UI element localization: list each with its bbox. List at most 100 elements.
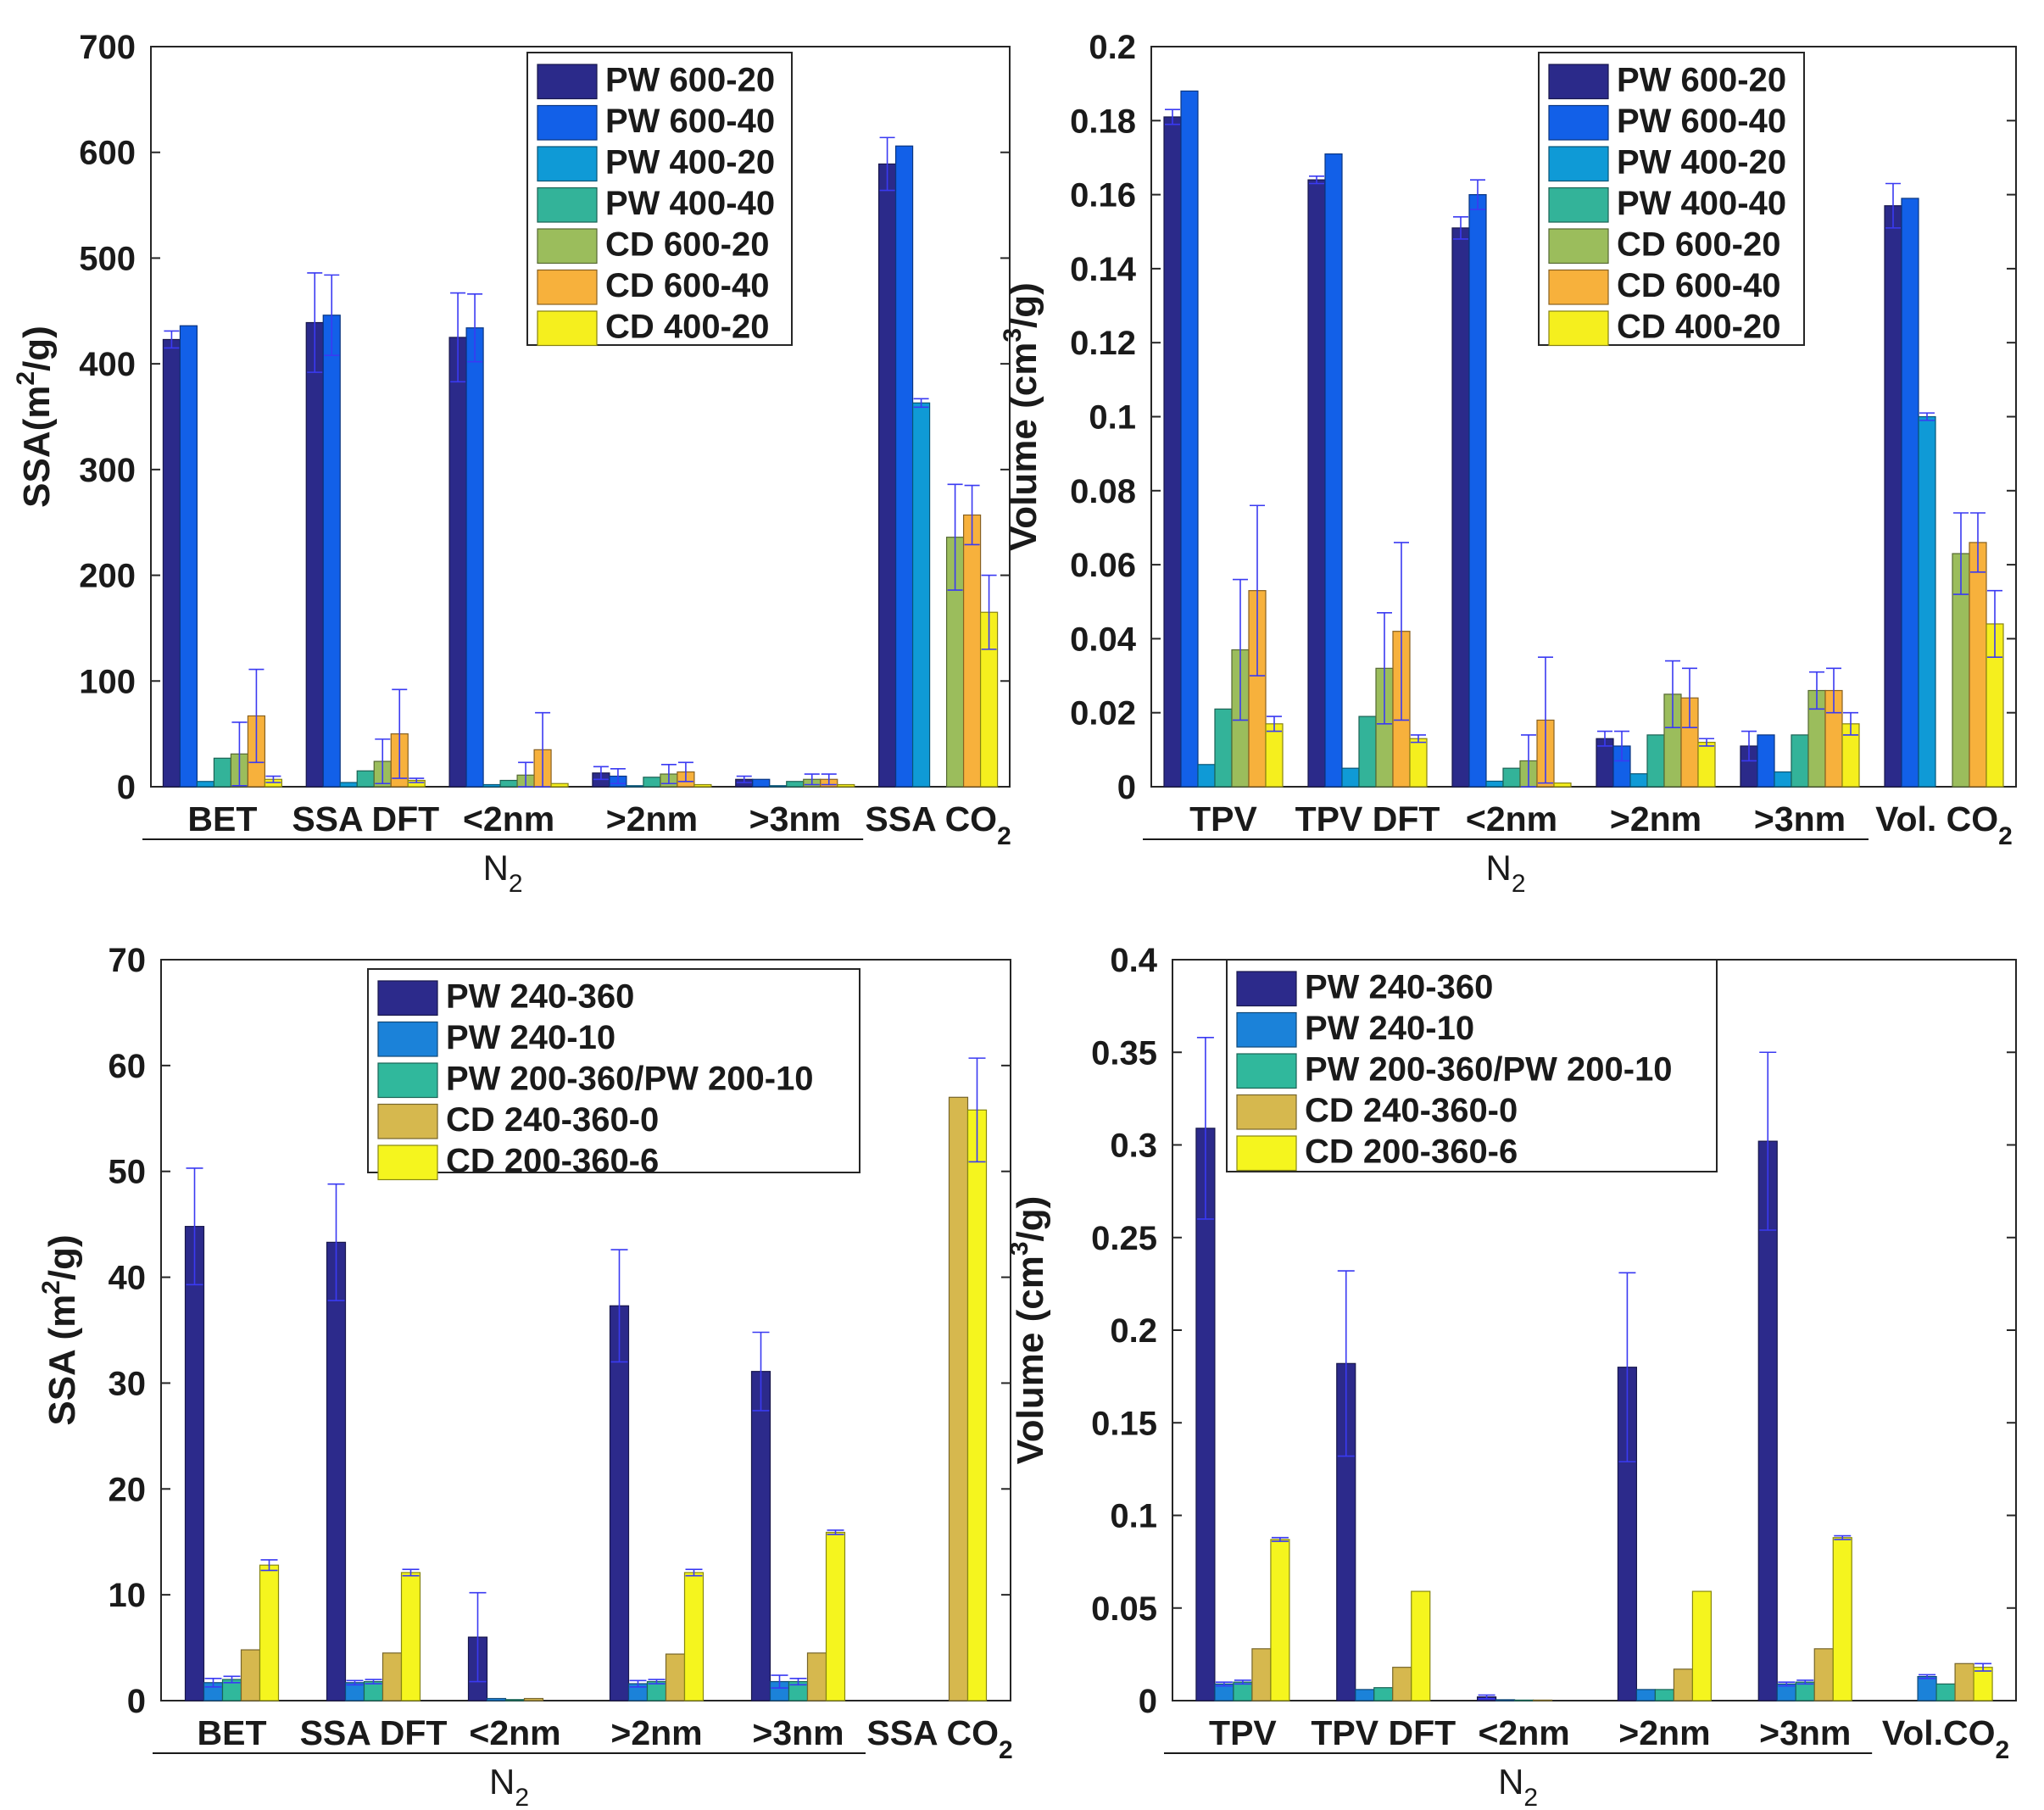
y-tick-label: 0.16 [1070,177,1136,214]
y-tick-label: 600 [79,135,136,172]
bar [1409,738,1428,788]
legend-label: PW 200-360/PW 200-10 [446,1061,814,1098]
plot-area [150,46,1011,788]
y-tick-label: 0.02 [1070,695,1136,732]
legend-label: CD 600-40 [1617,267,1780,304]
y-axis-label: SSA(m2/g) [12,326,58,508]
bar [1214,708,1233,788]
bar [326,1241,347,1701]
y-tick-label: 0.35 [1091,1034,1157,1072]
bar [911,402,931,788]
x-category-label: >2nm [606,799,698,838]
bar [1451,227,1470,788]
bar [962,514,982,788]
legend-label: CD 600-40 [605,267,769,304]
legend-label: PW 400-40 [605,185,775,222]
y-tick-label: 0.05 [1091,1590,1157,1628]
y-tick-label: 200 [79,558,136,595]
bar [1265,723,1284,788]
bar [1791,734,1809,788]
bar [966,1109,988,1701]
bar [179,325,198,788]
legend-label: CD 200-360-6 [446,1143,659,1180]
group-label: N2 [483,848,523,898]
bar [1697,742,1716,788]
bar [259,1564,280,1701]
y-tick-label: 0.15 [1091,1405,1157,1442]
group-label: N2 [489,1762,529,1810]
legend-label: CD 240-360-0 [446,1101,659,1139]
bar [196,781,215,788]
bar [806,1652,827,1701]
bar [1502,767,1521,788]
x-category-label: <2nm [1466,799,1557,838]
bar [523,1697,544,1701]
y-tick-label: 40 [109,1260,147,1297]
bar [1635,1689,1657,1701]
bar [1324,153,1343,788]
bar [1901,198,1919,788]
legend-label: CD 240-360-0 [1305,1092,1518,1129]
y-tick-label: 0.25 [1091,1220,1157,1257]
legend-swatch [1548,64,1609,100]
legend: PW 600-20 PW 600-40 PW 400-20 PW 400-40 CD 6… [1538,52,1805,347]
bar [894,145,914,788]
bar [1646,734,1665,788]
bar [213,757,232,788]
legend-label: PW 600-20 [605,62,775,99]
legend-swatch [1236,1053,1297,1089]
legend-box [367,968,860,1173]
bar [1513,1699,1534,1701]
y-tick-label: 0 [117,769,136,806]
chart-top-right: 0 0.02 0.04 0.06 0.08 0.1 0.12 0.14 0.16 0.18 0.2 V… [999,29,2017,898]
y-tick-label: 10 [109,1577,147,1614]
chart-top-left: 0 100 200 300 400 500 600 700 SSA(m2/g) BET SSA DF… [12,29,1011,898]
y-tick-label: 0.2 [1089,29,1136,66]
bar [609,1305,630,1701]
y-tick-label: 0.3 [1110,1128,1157,1165]
chart-bottom-left: 0 10 20 30 40 50 60 70 SSA (m2/g) BET SSA DFT <2nm >… [37,942,1013,1810]
x-category-label: >2nm [1610,799,1701,838]
group-label: N2 [1498,1762,1538,1810]
bar [1163,116,1182,788]
legend-label: CD 600-20 [1617,226,1780,264]
x-category-label: TPV [1209,1713,1277,1752]
y-tick-label: 0.08 [1070,473,1136,510]
bar [322,315,341,788]
y-tick-label: 0.14 [1070,251,1137,288]
bar [1355,1689,1375,1701]
bar [1884,205,1902,788]
bar [1373,1687,1394,1701]
chart-bottom-right: 0 0.05 0.1 0.15 0.2 0.25 0.3 0.35 0.4 Volume (cm3… [1005,942,2017,1810]
legend-label: PW 400-20 [605,144,775,181]
legend-swatch [377,980,438,1016]
legend-label: PW 600-40 [1617,103,1786,140]
legend-swatch [1548,104,1609,141]
legend-label: PW 400-40 [1617,185,1786,222]
y-tick-label: 30 [109,1365,147,1402]
y-tick-label: 60 [109,1048,147,1085]
bar [240,1649,261,1701]
y-tick-label: 0 [1139,1683,1157,1720]
bar [382,1652,403,1701]
x-category-label: TPV DFT [1295,799,1440,838]
y-tick-label: 20 [109,1471,147,1508]
bar [1307,179,1326,788]
x-category-label: SSA DFT [292,799,439,838]
legend-swatch [537,187,598,223]
legend-swatch [1548,228,1609,265]
bar [1673,1668,1694,1701]
bar [1553,782,1572,788]
bar [400,1572,421,1701]
x-category-label: >3nm [1759,1713,1851,1752]
x-category-label: >3nm [752,1713,844,1752]
legend-swatch [537,228,598,265]
bar [1180,90,1199,788]
legend-label: PW 240-10 [1305,1010,1474,1047]
legend-label: PW 600-20 [1617,62,1786,99]
legend-swatch [1236,1135,1297,1172]
x-category-label: SSA CO2 [865,799,1011,850]
bar [1629,773,1648,788]
